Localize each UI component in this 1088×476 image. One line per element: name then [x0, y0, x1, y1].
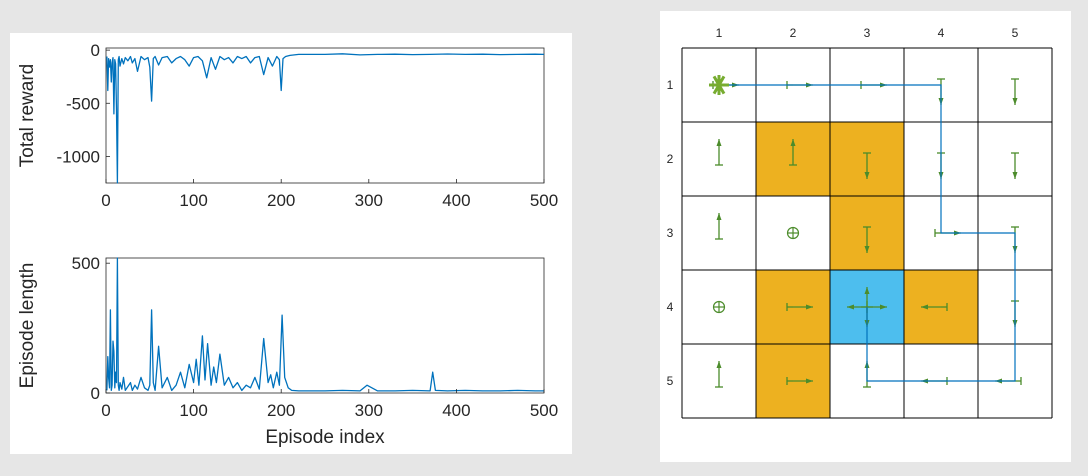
reward-y-tick-label: 0 — [91, 41, 100, 60]
reward-series-line — [106, 53, 545, 184]
start-asterisk-icon — [709, 75, 729, 95]
length-y-axis-title: Episode length — [17, 263, 38, 389]
agent-path-line — [719, 84, 1016, 382]
grid-col-label: 3 — [864, 26, 871, 40]
gridworld-panel: 1 2 3 4 5 1 2 3 4 5 — [660, 11, 1071, 462]
reward-plot-frame — [105, 47, 545, 184]
length-plot: 0 100 200 300 400 500 500 0 Episode length Episod… — [17, 254, 558, 448]
reward-x-tick-label: 100 — [179, 191, 207, 210]
circled-plus-icon — [712, 300, 726, 314]
reward-y-tick-label: -500 — [66, 94, 100, 113]
length-plot-frame — [105, 257, 545, 394]
grid-col-label: 1 — [716, 26, 723, 40]
reward-y-tick-label: -1000 — [57, 147, 100, 166]
length-y-tick-label: 500 — [72, 254, 100, 273]
grid-row-label: 2 — [667, 152, 674, 166]
circled-plus-icon — [786, 226, 800, 240]
length-x-tick-label: 400 — [442, 401, 470, 420]
length-x-axis-title: Episode index — [265, 427, 385, 448]
length-y-tick-label: 0 — [91, 384, 100, 403]
reward-y-axis-title: Total reward — [17, 64, 38, 168]
grid-row-label: 5 — [667, 374, 674, 388]
grid-row-label: 1 — [667, 78, 674, 92]
plots-panel: 0 100 200 300 400 500 0 -500 -1000 Total reward 0 1… — [10, 33, 572, 454]
grid-col-label: 4 — [938, 26, 945, 40]
length-x-tick-label: 0 — [101, 401, 110, 420]
grid-col-label: 5 — [1012, 26, 1019, 40]
length-series-line — [106, 257, 544, 392]
grid-row-label: 4 — [667, 300, 674, 314]
reward-x-tick-label: 500 — [530, 191, 558, 210]
reward-x-tick-label: 200 — [267, 191, 295, 210]
length-x-tick-label: 300 — [355, 401, 383, 420]
length-x-tick-label: 200 — [267, 401, 295, 420]
grid-col-label: 2 — [790, 26, 797, 40]
length-x-tick-label: 500 — [530, 401, 558, 420]
reward-x-tick-label: 300 — [355, 191, 383, 210]
gridworld-svg: 1 2 3 4 5 1 2 3 4 5 — [667, 26, 1053, 419]
reward-x-tick-label: 400 — [442, 191, 470, 210]
plots-svg: 0 100 200 300 400 500 0 -500 -1000 Total reward 0 1… — [17, 41, 558, 448]
length-x-tick-label: 100 — [179, 401, 207, 420]
grid-row-label: 3 — [667, 226, 674, 240]
reward-plot: 0 100 200 300 400 500 0 -500 -1000 Total reward — [17, 41, 558, 210]
reward-x-tick-label: 0 — [101, 191, 110, 210]
